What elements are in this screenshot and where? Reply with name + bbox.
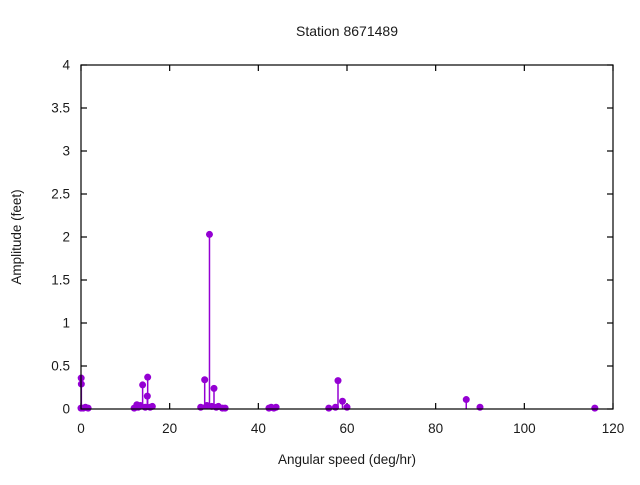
y-tick-label: 2: [62, 230, 70, 245]
x-tick-label: 100: [513, 421, 536, 436]
data-point-marker: [210, 384, 218, 392]
y-tick-label: 1: [62, 316, 70, 331]
y-tick-label: 1.5: [51, 273, 70, 288]
data-point-marker: [139, 381, 147, 389]
x-tick-label: 60: [339, 421, 354, 436]
y-tick-label: 4: [62, 58, 70, 73]
axis-ticks: 0 20 40 60 80 100 120 0 0.5 1 1.5 2 2.5 3 3.5 4: [51, 58, 624, 437]
y-tick-label: 0: [62, 402, 70, 417]
y-tick-label: 3.5: [51, 101, 70, 116]
y-tick-label: 0.5: [51, 359, 70, 374]
data-point-marker: [201, 376, 209, 384]
plot-border: [80, 64, 614, 410]
data-point-marker: [221, 404, 229, 412]
x-tick-label: 40: [251, 421, 266, 436]
x-tick-label: 20: [162, 421, 177, 436]
y-tick-label: 3: [62, 144, 70, 159]
y-tick-label: 2.5: [51, 187, 70, 202]
chart-title: Station 8671489: [296, 23, 398, 39]
y-axis-label: Amplitude (feet): [9, 189, 24, 284]
x-tick-label: 0: [77, 421, 85, 436]
data-point-marker: [84, 404, 92, 412]
x-tick-label: 80: [428, 421, 443, 436]
data-point-marker: [325, 404, 333, 412]
x-axis-label: Angular speed (deg/hr): [278, 452, 416, 467]
data-point-marker: [197, 403, 205, 411]
data-series: [77, 230, 599, 412]
data-point-marker: [343, 403, 351, 411]
data-point-marker: [462, 396, 470, 404]
data-point-marker: [148, 402, 156, 410]
x-tick-label: 120: [602, 421, 625, 436]
data-point-marker: [205, 230, 213, 238]
data-point-marker: [591, 404, 599, 412]
data-point-marker: [272, 403, 280, 411]
data-point-marker: [476, 403, 484, 411]
data-point-marker: [338, 397, 346, 405]
data-point-marker: [334, 377, 342, 385]
data-point-marker: [144, 373, 152, 381]
